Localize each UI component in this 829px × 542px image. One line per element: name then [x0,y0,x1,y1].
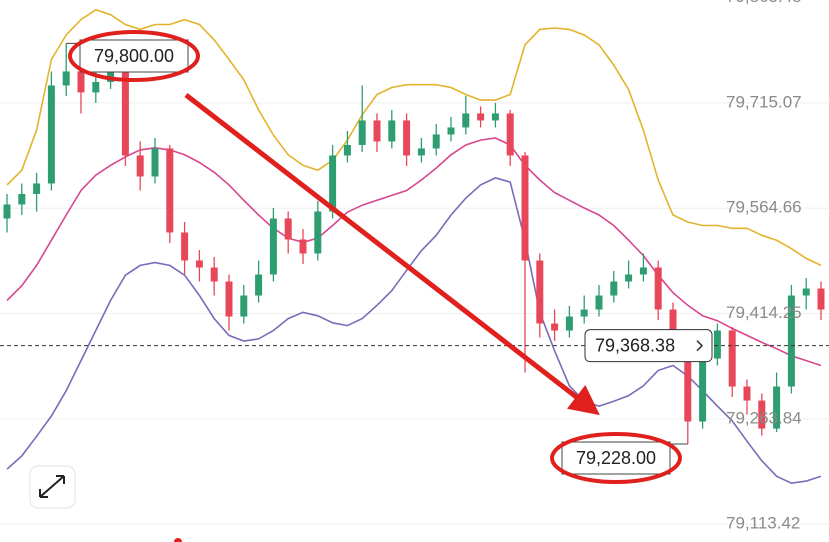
y-tick-label: 79,263.84 [726,408,802,427]
chevron [696,340,704,352]
candle-body [536,260,544,324]
candle-body [358,120,366,145]
candle-body [388,120,396,142]
candle-body [62,71,70,86]
candle-body [743,386,751,401]
candle-body [773,386,781,429]
y-tick-label: 79,715.07 [726,92,802,111]
candle-body [403,120,411,156]
candle-body [121,71,129,156]
candle-body [210,267,218,282]
candle-body [195,260,203,268]
candle-body [684,337,692,422]
candle-body [92,81,100,93]
y-tick-label: 79,564.66 [726,198,802,217]
candle-body [299,239,307,254]
current-price-tag[interactable] [584,329,713,363]
current-price-label: 79,368.38 [595,335,675,355]
candle-body [713,330,721,359]
low_marker-highlight [550,432,682,484]
y-tick-label: 79,113.42 [726,514,800,533]
candle-body [136,155,144,177]
candle-body [521,155,529,261]
low_marker-label: 79,228.00 [576,448,656,468]
band-line [6,137,822,367]
red-dot [174,538,182,542]
expand-button[interactable] [29,465,76,509]
candle-body [506,113,514,156]
candle-body [787,295,795,387]
candle-body [343,144,351,156]
candle-body [728,330,736,387]
candle-body [610,281,618,296]
candle-body [284,218,292,240]
candle-body [373,120,381,142]
y-tick-label: 79,414.25 [726,303,802,322]
candle-body [595,295,603,310]
candle-body [580,309,588,317]
candle-body [329,155,337,212]
candle-body [314,211,322,254]
candle-body [639,267,647,275]
candle-body [654,267,662,310]
candle-body [432,134,440,149]
candle-body [181,232,189,261]
candle-body [18,193,26,205]
trend-arrow [184,93,600,416]
candle-body [33,183,41,194]
expand-icon[interactable] [39,475,65,498]
band-line [6,8,822,267]
high_marker-label: 79,800.00 [94,46,174,66]
candle-body [447,127,455,135]
candle-body [551,323,559,331]
candle-body [491,113,499,121]
candle-body [3,204,11,219]
low_marker-box [561,441,671,475]
candle-body [802,288,810,296]
candle-body [417,148,425,156]
candle-body [565,316,573,331]
candle-body [462,113,470,128]
candle-body [255,274,263,296]
candle-body [699,358,707,422]
high_marker-box [79,39,189,73]
candle-body [477,113,485,121]
high_marker-highlight [68,30,200,82]
candle-body [758,400,766,429]
candle-body [240,295,248,317]
candle-body [77,71,85,93]
candle-body [269,218,277,275]
candle-body [625,274,633,282]
candle-body [47,85,55,184]
candle-body [669,309,677,338]
candle-body [166,148,174,233]
y-tick-label: 79,865.48 [726,0,802,6]
candle-body [225,281,233,317]
candle-body [151,148,159,177]
candle-body [817,288,825,310]
